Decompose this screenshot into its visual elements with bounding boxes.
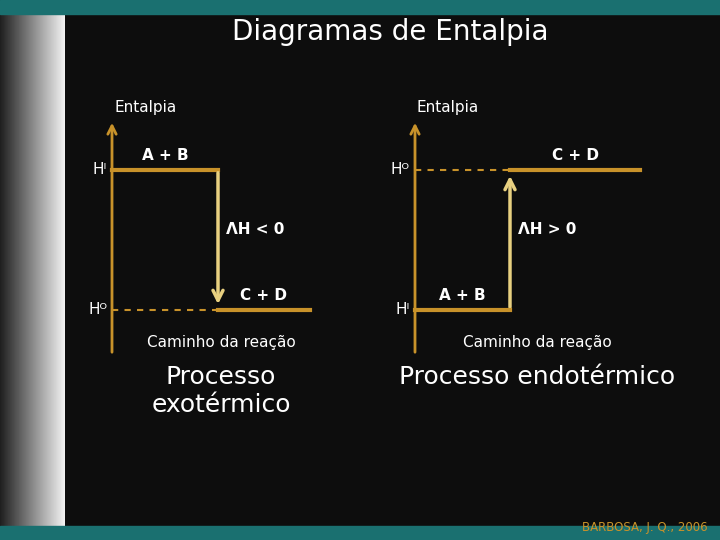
- Text: A + B: A + B: [439, 288, 486, 303]
- Text: ΛH < 0: ΛH < 0: [226, 222, 284, 238]
- Text: C + D: C + D: [552, 148, 598, 163]
- Bar: [0, 526, 720, 540]
- Bar: [0, 0, 720, 14]
- Text: Hᴵ: Hᴵ: [93, 163, 107, 178]
- Text: Hᴼ: Hᴼ: [88, 302, 107, 318]
- Text: Caminho da reação: Caminho da reação: [463, 335, 612, 350]
- Text: BARBOSA, J. Q., 2006: BARBOSA, J. Q., 2006: [582, 521, 708, 534]
- Text: Processo
exotérmico: Processo exotérmico: [151, 365, 291, 417]
- Text: Hᴵ: Hᴵ: [395, 302, 410, 318]
- Text: C + D: C + D: [240, 288, 287, 303]
- Text: A + B: A + B: [142, 148, 189, 163]
- Text: Hᴼ: Hᴼ: [391, 163, 410, 178]
- Text: Entalpia: Entalpia: [417, 100, 480, 115]
- Text: Processo endotérmico: Processo endotérmico: [400, 365, 675, 389]
- Text: ΛH > 0: ΛH > 0: [518, 222, 577, 238]
- Text: Diagramas de Entalpia: Diagramas de Entalpia: [232, 18, 548, 46]
- Text: Caminho da reação: Caminho da reação: [147, 335, 295, 350]
- Text: Entalpia: Entalpia: [114, 100, 176, 115]
